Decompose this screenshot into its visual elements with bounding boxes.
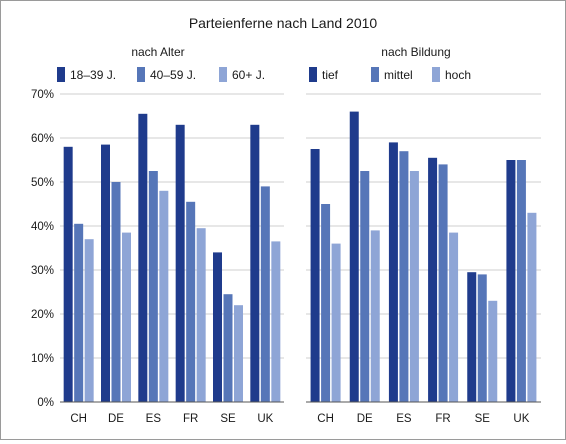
bar-p1-FR-s0 xyxy=(428,157,438,402)
x-category-label: SE xyxy=(220,413,236,425)
legend-label-p1-s0: tief xyxy=(322,68,339,82)
x-category-label: CH xyxy=(70,413,87,425)
bar-p1-CH-s2 xyxy=(331,243,341,402)
bar-p0-FR-s0 xyxy=(175,124,185,403)
bar-p0-ES-s1 xyxy=(148,171,158,402)
bar-p0-DE-s2 xyxy=(122,232,131,402)
x-category-label: UK xyxy=(257,413,273,425)
bar-p0-CH-s1 xyxy=(74,223,84,402)
y-tick-label: 10% xyxy=(31,353,54,365)
x-category-label: FR xyxy=(183,413,198,425)
bar-p1-ES-s2 xyxy=(409,171,419,402)
x-category-label: UK xyxy=(513,413,529,425)
bar-p1-CH-s1 xyxy=(321,204,331,402)
bar-p0-CH-s0 xyxy=(63,146,73,402)
panel-subtitle-alter: nach Alter xyxy=(131,45,184,59)
y-tick-label: 50% xyxy=(31,177,54,189)
legend-label-p1-s1: mittel xyxy=(384,68,413,82)
legend-label-p0-s1: 40–59 J. xyxy=(150,68,196,82)
legend-swatch-p0-s2 xyxy=(219,67,227,82)
x-category-label: DE xyxy=(108,413,124,425)
legend-swatch-p1-s2 xyxy=(432,67,440,82)
bar-p1-CH-s0 xyxy=(310,149,320,402)
bar-p1-SE-s2 xyxy=(488,300,498,402)
bar-p0-SE-s0 xyxy=(213,252,222,402)
chart-title: Parteienferne nach Land 2010 xyxy=(189,15,378,31)
bar-p1-DE-s2 xyxy=(370,230,380,402)
y-tick-label: 30% xyxy=(31,265,54,277)
bar-p1-SE-s1 xyxy=(477,274,487,402)
legend-swatch-p1-s1 xyxy=(371,67,379,82)
bar-p0-DE-s0 xyxy=(101,144,110,402)
y-tick-label: 0% xyxy=(37,397,54,409)
bar-p1-FR-s2 xyxy=(449,232,459,402)
bar-p0-CH-s2 xyxy=(84,239,94,402)
bar-p0-FR-s1 xyxy=(186,201,196,402)
y-tick-label: 20% xyxy=(31,309,54,321)
x-category-label: CH xyxy=(317,413,334,425)
bar-p1-UK-s2 xyxy=(527,212,537,402)
bar-p0-SE-s1 xyxy=(223,294,233,402)
legend-swatch-p1-s0 xyxy=(309,67,317,82)
bar-p0-DE-s1 xyxy=(111,182,121,402)
bar-p0-SE-s2 xyxy=(234,305,243,402)
x-category-label: SE xyxy=(475,413,491,425)
bar-p1-DE-s1 xyxy=(360,171,370,402)
bar-p1-ES-s1 xyxy=(399,151,409,402)
bar-p0-UK-s1 xyxy=(260,186,270,402)
bar-p1-UK-s0 xyxy=(506,160,516,402)
legend-swatch-p0-s0 xyxy=(57,67,65,82)
legend-swatch-p0-s1 xyxy=(137,67,145,82)
bar-p0-ES-s2 xyxy=(159,190,169,402)
legend-label-p0-s0: 18–39 J. xyxy=(70,68,116,82)
x-category-label: ES xyxy=(396,413,412,425)
x-category-label: ES xyxy=(146,413,162,425)
bar-p0-ES-s0 xyxy=(138,113,148,403)
legend-label-p0-s2: 60+ J. xyxy=(232,68,265,82)
x-category-label: FR xyxy=(435,413,450,425)
bar-p0-UK-s2 xyxy=(271,241,281,402)
legend-label-p1-s2: hoch xyxy=(445,68,471,82)
x-category-label: DE xyxy=(357,413,373,425)
y-tick-label: 60% xyxy=(31,133,54,145)
bar-p1-FR-s1 xyxy=(438,164,448,402)
y-tick-label: 40% xyxy=(31,221,54,233)
bar-p1-UK-s1 xyxy=(516,160,526,402)
bar-p0-FR-s2 xyxy=(196,228,206,402)
bar-p1-DE-s0 xyxy=(349,111,359,402)
bar-p1-ES-s0 xyxy=(388,142,398,402)
y-tick-label: 70% xyxy=(31,89,54,101)
bar-p0-UK-s0 xyxy=(250,124,260,403)
panel-subtitle-bildung: nach Bildung xyxy=(381,45,450,59)
bar-p1-SE-s0 xyxy=(467,272,477,402)
